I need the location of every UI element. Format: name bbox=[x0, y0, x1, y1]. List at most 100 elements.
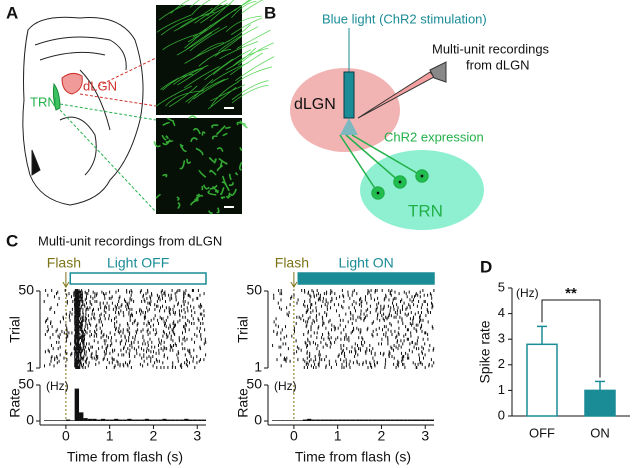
brain-section bbox=[22, 16, 144, 206]
rate-bar bbox=[188, 419, 193, 421]
dlgn-label: dLGN bbox=[294, 96, 336, 113]
flash-label: Flash bbox=[275, 255, 309, 271]
axis-label: Rate bbox=[235, 388, 251, 418]
rate-bar bbox=[127, 418, 132, 421]
axis-label: Time from flash (s) bbox=[295, 449, 411, 465]
texture bbox=[155, 0, 275, 110]
y-tick-label: 50 bbox=[18, 282, 34, 298]
rate-bar bbox=[105, 419, 110, 421]
rate-bar bbox=[377, 419, 382, 421]
rate-bar bbox=[83, 418, 88, 421]
rate-bar bbox=[96, 419, 101, 421]
y-tick-label: 0 bbox=[498, 407, 505, 422]
zoom-line bbox=[59, 109, 157, 213]
panel-letter: C bbox=[6, 231, 18, 250]
light-window bbox=[297, 272, 435, 285]
rate-bar bbox=[328, 419, 334, 421]
spike-raster bbox=[43, 289, 207, 369]
y-tick-label: 2 bbox=[498, 356, 505, 371]
rate-bar bbox=[74, 388, 80, 421]
rate-bar bbox=[333, 419, 338, 421]
rate-bar bbox=[144, 418, 150, 421]
x-tick-label: OFF bbox=[529, 425, 555, 440]
y-tick-label: 1 bbox=[498, 382, 505, 397]
rate-bar bbox=[52, 420, 58, 421]
bar bbox=[584, 389, 616, 417]
rate-bar bbox=[192, 419, 198, 421]
rate-bar bbox=[87, 418, 93, 421]
panel-letter: D bbox=[480, 257, 492, 276]
rate-bar bbox=[425, 419, 430, 421]
bar bbox=[526, 343, 558, 417]
rate-bar bbox=[381, 419, 386, 421]
optic-fiber bbox=[343, 71, 355, 119]
unit-label: (Hz) bbox=[274, 379, 297, 393]
rate-bar bbox=[272, 420, 277, 421]
y-tick-label: 4 bbox=[498, 305, 505, 320]
axis-label: Trial bbox=[235, 316, 251, 343]
y-tick-label: 3 bbox=[498, 331, 505, 346]
panel-title: Multi-unit recordings from dLGN bbox=[38, 233, 222, 248]
rate-bar bbox=[289, 420, 294, 421]
rate-bar bbox=[109, 419, 115, 421]
rate-bar bbox=[57, 420, 62, 421]
rate-bar bbox=[153, 419, 158, 421]
condition-label: Light ON bbox=[339, 255, 394, 271]
rate-bar bbox=[118, 419, 123, 421]
axis-label: Time from flash (s) bbox=[67, 449, 183, 465]
panel-letter: A bbox=[6, 3, 18, 22]
rate-bar bbox=[276, 420, 281, 421]
x-tick-label: 0 bbox=[290, 428, 298, 444]
rate-bar bbox=[320, 419, 325, 421]
x-tick-label: 2 bbox=[378, 428, 386, 444]
rate-bar bbox=[420, 419, 426, 421]
y-tick-label: 1 bbox=[26, 359, 34, 375]
rate-bar bbox=[114, 418, 119, 421]
x-tick-label: ON bbox=[590, 425, 610, 440]
significance-bracket bbox=[541, 299, 601, 378]
rate-bar bbox=[315, 419, 321, 421]
rate-bar bbox=[149, 419, 154, 421]
rate-bar bbox=[79, 412, 84, 421]
rate-bar bbox=[70, 420, 75, 421]
rate-bar bbox=[293, 420, 299, 421]
x-tick-label: 3 bbox=[193, 428, 201, 444]
rate-bar bbox=[337, 419, 343, 421]
panel-letter: B bbox=[264, 3, 276, 22]
rate-bar bbox=[122, 419, 128, 421]
significance-label: ** bbox=[565, 285, 577, 302]
rate-bar bbox=[135, 419, 141, 421]
rate-bar bbox=[92, 418, 97, 421]
rate-bar bbox=[307, 418, 312, 421]
spike-raster bbox=[272, 289, 435, 369]
recording-label: Multi-unit recordings bbox=[432, 41, 550, 56]
rate-bar bbox=[44, 420, 49, 421]
rate-bar bbox=[350, 419, 356, 421]
rate-bar bbox=[179, 419, 185, 421]
expression-label: ChR2 expression bbox=[384, 129, 484, 144]
rate-bar bbox=[390, 419, 395, 421]
y-tick-label: 0 bbox=[26, 412, 34, 428]
trn-label: TRN bbox=[408, 201, 443, 220]
rate-bar bbox=[363, 419, 369, 421]
rate-bar bbox=[346, 419, 351, 421]
rate-bar bbox=[342, 419, 347, 421]
rate-bar bbox=[61, 420, 66, 421]
rate-bar bbox=[302, 419, 308, 421]
rate-bar bbox=[359, 419, 364, 421]
y-tick-label: 50 bbox=[18, 376, 34, 392]
condition-label: Light OFF bbox=[107, 255, 169, 271]
rate-bar bbox=[162, 418, 167, 421]
x-tick-label: 3 bbox=[421, 428, 429, 444]
rate-bar bbox=[170, 419, 176, 421]
rate-bar bbox=[311, 419, 316, 421]
unit-label: (Hz) bbox=[46, 379, 69, 393]
rate-bar bbox=[394, 419, 399, 421]
x-tick-label: 2 bbox=[150, 428, 158, 444]
rate-bar bbox=[131, 419, 136, 421]
rate-bar bbox=[403, 419, 408, 421]
x-tick-label: 1 bbox=[334, 428, 342, 444]
y-tick-label: 0 bbox=[254, 412, 262, 428]
rate-bar bbox=[398, 419, 404, 421]
flash-arrow bbox=[290, 272, 298, 288]
